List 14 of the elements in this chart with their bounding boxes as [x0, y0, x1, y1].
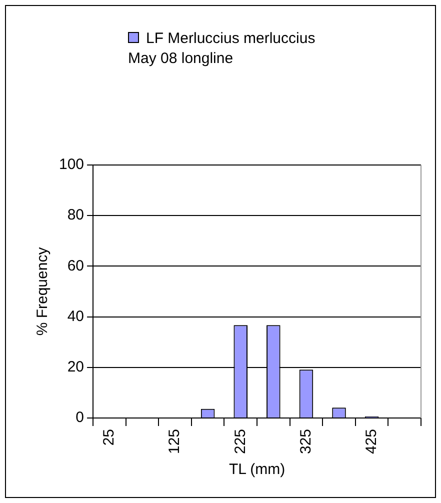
x-tick-label: 325 — [297, 428, 314, 454]
y-tick-label: 80 — [67, 206, 84, 224]
x-tick-label: 225 — [232, 428, 249, 454]
y-tick-label: 0 — [76, 409, 84, 426]
legend-label: LF Merluccius merluccius May 08 longline — [128, 29, 316, 69]
y-tick-label: 40 — [67, 308, 84, 325]
x-tick-label: 125 — [166, 428, 184, 454]
x-tick-label: 425 — [362, 428, 380, 454]
y-tick-label: 60 — [67, 257, 84, 274]
y-tick-label: 100 — [58, 156, 84, 174]
y-axis-title: % Frequency — [34, 246, 52, 336]
x-axis-title: TL (mm) — [228, 461, 286, 478]
x-tick-label: 25 — [100, 428, 118, 446]
y-tick-label: 20 — [67, 358, 84, 376]
